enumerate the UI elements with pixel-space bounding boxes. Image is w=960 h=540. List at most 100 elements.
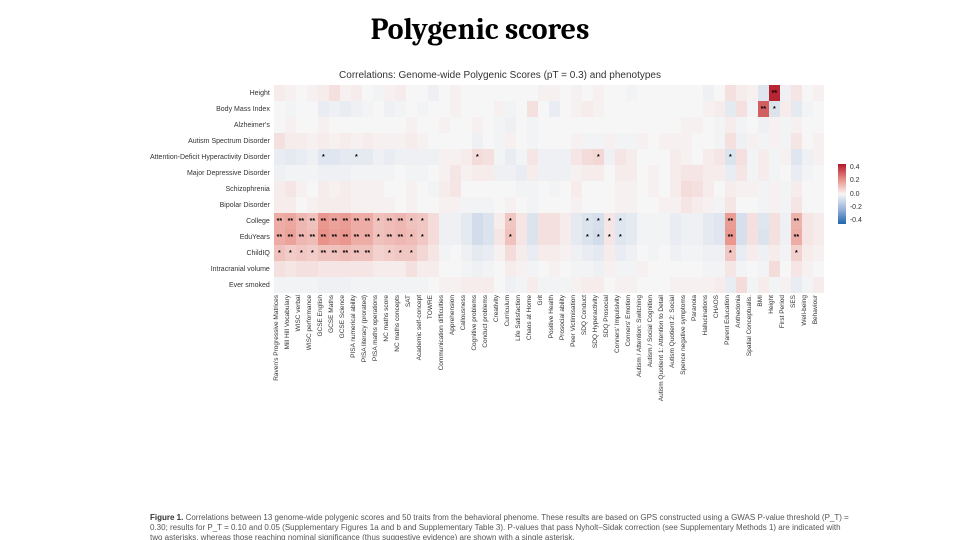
heatmap-cell [703,277,714,293]
heatmap-cell: * [472,149,483,165]
heatmap-cell [758,181,769,197]
sig-marker: ** [274,229,285,245]
heatmap-cell [516,149,527,165]
heatmap-cell [274,261,285,277]
sig-marker: ** [318,229,329,245]
heatmap-cell [626,181,637,197]
heatmap-cell [450,133,461,149]
heatmap-cell [780,261,791,277]
heatmap-cell [395,133,406,149]
heatmap-cell [582,165,593,181]
heatmap-cell [527,261,538,277]
sig-marker: * [593,213,604,229]
heatmap-cell [285,277,296,293]
heatmap-cell [318,117,329,133]
heatmap-cell [505,197,516,213]
heatmap-cell [439,149,450,165]
heatmap-cell [428,85,439,101]
heatmap-cell [758,245,769,261]
heatmap-cell [428,213,439,229]
heatmap-cell [527,229,538,245]
heatmap-cell [747,133,758,149]
heatmap-cell [659,149,670,165]
heatmap-cell [593,85,604,101]
heatmap-cell [582,245,593,261]
heatmap-cell [736,133,747,149]
heatmap-cell [791,101,802,117]
heatmap-cell [626,197,637,213]
heatmap-cell [483,277,494,293]
heatmap-cell [549,261,560,277]
heatmap-cell [670,181,681,197]
heatmap-cell: ** [791,213,802,229]
heatmap-cell [725,197,736,213]
heatmap-cell: * [582,213,593,229]
heatmap-cell [428,165,439,181]
heatmap-cell [516,229,527,245]
heatmap-cell [549,117,560,133]
heatmap-cell [626,133,637,149]
heatmap-cell [747,213,758,229]
slide: Polygenic scores Correlations: Genome-wi… [0,0,960,540]
heatmap-cell [362,261,373,277]
heatmap-cell [406,133,417,149]
heatmap-cell [692,229,703,245]
heatmap-cell [417,261,428,277]
heatmap-cell [461,181,472,197]
heatmap-cell [736,181,747,197]
heatmap-cell [637,277,648,293]
heatmap-cell [593,133,604,149]
heatmap-cell [285,101,296,117]
heatmap-cell [461,277,472,293]
heatmap-cell [714,261,725,277]
heatmap-cell: * [285,245,296,261]
heatmap-cell: * [406,213,417,229]
heatmap-cell [428,229,439,245]
heatmap-cell: * [307,245,318,261]
heatmap-cell [615,245,626,261]
heatmap-cell [483,245,494,261]
heatmap-cell [285,261,296,277]
heatmap-cell [747,229,758,245]
heatmap-cell [626,229,637,245]
heatmap-cell [472,117,483,133]
sig-marker: ** [340,245,351,261]
heatmap-cell [329,149,340,165]
heatmap-cell [384,117,395,133]
heatmap-cell: * [593,213,604,229]
heatmap-cell [417,197,428,213]
heatmap-cell [659,117,670,133]
heatmap-cell: ** [725,229,736,245]
heatmap-cell [549,133,560,149]
heatmap-cell [538,101,549,117]
heatmap-cell [516,117,527,133]
heatmap-cell [428,149,439,165]
heatmap-cell [505,117,516,133]
heatmap-cell [681,117,692,133]
sig-marker: * [593,229,604,245]
heatmap-cell: ** [274,229,285,245]
heatmap-cell [538,165,549,181]
heatmap-cell [648,213,659,229]
heatmap-cell [582,85,593,101]
heatmap-cell [813,197,824,213]
legend-tick: 0.4 [850,164,862,171]
heatmap-cell [362,197,373,213]
heatmap-cell: ** [758,101,769,117]
heatmap-cell [593,117,604,133]
heatmap-cell [802,181,813,197]
heatmap-cell [505,181,516,197]
heatmap-cell [791,181,802,197]
heatmap-cell [274,117,285,133]
heatmap-cell [659,165,670,181]
heatmap-cell [560,229,571,245]
heatmap-cell [703,133,714,149]
heatmap-cell [604,181,615,197]
heatmap-cell [516,277,527,293]
heatmap-grid: ****************************************… [274,85,824,293]
heatmap-cell [362,85,373,101]
sig-marker: ** [285,213,296,229]
heatmap-cell [659,85,670,101]
heatmap-cell [670,197,681,213]
heatmap-cell [296,165,307,181]
